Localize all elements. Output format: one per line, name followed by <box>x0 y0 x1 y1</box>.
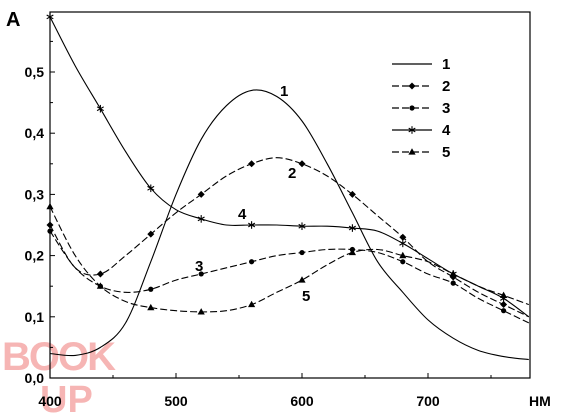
star-stroke <box>399 240 407 246</box>
series-4-point <box>399 239 407 248</box>
series-5-point <box>348 248 356 256</box>
curve-label-3: 3 <box>195 258 203 275</box>
star-stroke <box>408 127 416 133</box>
series-4-point <box>348 224 356 232</box>
series-5-point <box>197 308 205 315</box>
legend-marker <box>408 148 416 155</box>
y-tick-label: 0,2 <box>25 248 45 264</box>
curve-labels: 1 2 3 4 5 <box>195 83 310 305</box>
series-2-point <box>348 190 356 198</box>
series-1 <box>49 89 529 361</box>
y-tick-label: 0,4 <box>25 125 45 141</box>
series-3-point <box>501 308 507 314</box>
y-tick-label: 0,1 <box>25 309 45 325</box>
star-stroke <box>348 225 356 231</box>
x-tick-label: 500 <box>164 393 188 409</box>
series-5-point <box>248 300 256 308</box>
series-4-point <box>197 215 205 223</box>
series-2-point <box>248 160 256 168</box>
y-tick-label: 0,5 <box>25 64 45 80</box>
series-2-point <box>298 160 306 168</box>
series-5-point <box>46 202 54 210</box>
legend-item-2: 2 <box>392 78 450 95</box>
legend-item-1: 1 <box>392 56 450 73</box>
curve-label-5: 5 <box>302 288 310 305</box>
series-5-point <box>147 303 155 311</box>
legend-marker <box>409 105 415 111</box>
series-4-point <box>96 104 104 113</box>
series-2-point <box>197 190 205 198</box>
series-5-point <box>298 276 306 283</box>
legend-item-4: 4 <box>392 122 451 139</box>
x-tick-label: 400 <box>38 393 62 409</box>
series-5-line <box>49 206 529 313</box>
star-stroke <box>248 222 256 228</box>
series-3-point <box>249 259 255 265</box>
y-tick-label: 0,0 <box>25 370 45 386</box>
series-2-point <box>500 301 508 309</box>
series-3-point <box>198 271 204 277</box>
legend-marker <box>408 82 416 90</box>
series-3-point <box>148 286 154 292</box>
series-5-point <box>500 291 508 298</box>
plot-frame <box>49 11 531 379</box>
star-stroke <box>197 216 205 222</box>
star-stroke <box>147 185 155 191</box>
chart-axes: 0,0 0,1 0,2 0,3 0,4 0,5 400 500 600 700 A НМ <box>6 9 551 409</box>
legend-label: 4 <box>442 122 451 139</box>
series-3-point <box>299 249 305 256</box>
legend-label: 1 <box>442 56 450 73</box>
legend-marker <box>408 126 416 134</box>
series-2-point <box>147 230 155 238</box>
series-5 <box>46 202 529 315</box>
legend-item-3: 3 <box>392 100 450 117</box>
curve-label-4: 4 <box>238 206 247 223</box>
star-stroke <box>96 106 104 112</box>
x-tick-label: 700 <box>416 393 440 409</box>
series-5-point <box>449 270 457 277</box>
series-2-point <box>46 221 54 229</box>
legend-label: 3 <box>442 100 450 117</box>
chart-legend: 1 2 3 4 5 <box>392 56 451 161</box>
series-3-line <box>49 230 530 324</box>
x-tick-label: 600 <box>290 393 314 409</box>
series-2-point <box>399 233 407 241</box>
curve-label-1: 1 <box>280 83 288 100</box>
series-3-point <box>450 280 456 286</box>
legend-label: 5 <box>442 144 450 161</box>
x-axis-unit: НМ <box>529 393 551 409</box>
legend-label: 2 <box>442 78 450 95</box>
series-4-point <box>147 184 155 193</box>
series-3-point <box>47 228 53 234</box>
star-stroke <box>46 14 54 20</box>
watermark-text-bottom: UP <box>40 379 93 415</box>
series-3-point <box>400 259 406 265</box>
legend-item-5: 5 <box>392 144 450 161</box>
series-5-point <box>399 251 407 259</box>
series-1-line <box>49 89 529 361</box>
series-4-point <box>46 13 54 21</box>
series-4-point <box>248 221 256 229</box>
y-axis-title: A <box>6 9 20 31</box>
y-tick-label: 0,3 <box>25 186 45 202</box>
series-5-point <box>96 282 104 289</box>
series-4-point <box>298 222 306 231</box>
series-layer <box>46 13 530 361</box>
series-2-point <box>96 270 104 278</box>
watermark-text-top: BOOK <box>2 335 116 379</box>
curve-label-2: 2 <box>288 165 296 182</box>
star-stroke <box>298 223 306 229</box>
